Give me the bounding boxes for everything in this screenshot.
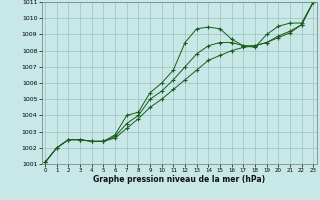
X-axis label: Graphe pression niveau de la mer (hPa): Graphe pression niveau de la mer (hPa): [93, 175, 265, 184]
